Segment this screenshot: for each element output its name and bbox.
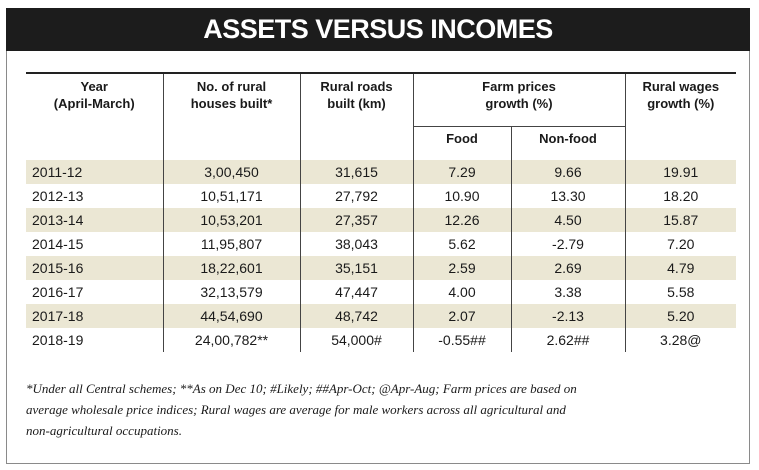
cell-houses: 32,13,579	[162, 280, 300, 304]
cell-year: 2018-19	[32, 332, 84, 348]
footnote-line: non-agricultural occupations.	[26, 423, 182, 438]
table-title: ASSETS VERSUS INCOMES	[6, 8, 750, 51]
cell-food: 2.07	[412, 304, 511, 328]
header-year: Year (April-March)	[26, 72, 163, 153]
cell-wages: 15.87	[624, 208, 737, 232]
cell-food: 5.62	[412, 232, 511, 256]
cell-nonfood: 2.62##	[510, 328, 626, 352]
header-food: Food	[412, 126, 511, 153]
table-row: 2012-13 10,51,171 27,792 10.90 13.30 18.20	[26, 184, 737, 208]
header-farm-prices: Farm prices growth (%)	[412, 72, 626, 127]
cell-year: 2017-18	[26, 304, 163, 328]
cell-food: 10.90	[412, 184, 511, 208]
cell-nonfood: 3.38	[510, 280, 626, 304]
cell-food: 4.00	[412, 280, 511, 304]
footnote-line: *Under all Central schemes; **As on Dec …	[26, 381, 577, 396]
header-nonfood: Non-food	[510, 126, 626, 153]
cell-year: 2014-15	[32, 236, 84, 252]
footnote: *Under all Central schemes; **As on Dec …	[26, 378, 738, 441]
cell-houses: 24,00,782**	[162, 328, 300, 352]
cell-year: 2013-14	[26, 208, 163, 232]
cell-houses: 11,95,807	[162, 232, 300, 256]
cell-houses: 10,51,171	[162, 184, 300, 208]
table-row: 2018-19 24,00,782** 54,000# -0.55## 2.62## 3.…	[26, 328, 737, 352]
cell-roads: 38,043	[299, 232, 413, 256]
cell-wages: 5.20	[624, 304, 737, 328]
cell-wages: 7.20	[624, 232, 737, 256]
cell-roads: 54,000#	[299, 328, 413, 352]
cell-houses: 18,22,601	[162, 256, 300, 280]
table-row: 2014-15 11,95,807 38,043 5.62 -2.79 7.20	[26, 232, 737, 256]
footnote-line: average wholesale price indices; Rural w…	[26, 402, 566, 417]
cell-houses: 3,00,450	[162, 160, 300, 184]
cell-roads: 31,615	[299, 160, 413, 184]
cell-nonfood: -2.13	[510, 304, 626, 328]
cell-houses: 10,53,201	[162, 208, 300, 232]
cell-wages: 18.20	[624, 184, 737, 208]
cell-wages: 4.79	[624, 256, 737, 280]
cell-wages: 3.28@	[624, 328, 737, 352]
header-roads: Rural roads built (km)	[299, 72, 413, 153]
cell-wages: 5.58	[624, 280, 737, 304]
table-row: 2013-14 10,53,201 27,357 12.26 4.50 15.87	[26, 208, 737, 232]
header-wages: Rural wages growth (%)	[624, 72, 737, 153]
cell-nonfood: 4.50	[510, 208, 626, 232]
table-row: 2015-16 18,22,601 35,151 2.59 2.69 4.79	[26, 256, 737, 280]
cell-year: 2016-17	[32, 284, 84, 300]
cell-year: 2015-16	[26, 256, 163, 280]
cell-roads: 48,742	[299, 304, 413, 328]
header-houses: No. of rural houses built*	[162, 72, 300, 153]
cell-roads: 27,792	[299, 184, 413, 208]
cell-wages: 19.91	[624, 160, 737, 184]
cell-houses: 44,54,690	[162, 304, 300, 328]
cell-year: 2011-12	[26, 160, 163, 184]
cell-roads: 35,151	[299, 256, 413, 280]
cell-nonfood: 9.66	[510, 160, 626, 184]
cell-food: 7.29	[412, 160, 511, 184]
cell-year: 2012-13	[32, 188, 84, 204]
cell-roads: 47,447	[299, 280, 413, 304]
table-row: 2016-17 32,13,579 47,447 4.00 3.38 5.58	[26, 280, 737, 304]
cell-food: 2.59	[412, 256, 511, 280]
table-row: 2011-12 3,00,450 31,615 7.29 9.66 19.91	[26, 160, 737, 184]
data-table: Year (April-March) No. of rural houses bui…	[26, 72, 737, 352]
cell-nonfood: 13.30	[510, 184, 626, 208]
cell-roads: 27,357	[299, 208, 413, 232]
cell-nonfood: 2.69	[510, 256, 626, 280]
cell-nonfood: -2.79	[510, 232, 626, 256]
cell-food: -0.55##	[412, 328, 511, 352]
cell-food: 12.26	[412, 208, 511, 232]
table-row: 2017-18 44,54,690 48,742 2.07 -2.13 5.20	[26, 304, 737, 328]
